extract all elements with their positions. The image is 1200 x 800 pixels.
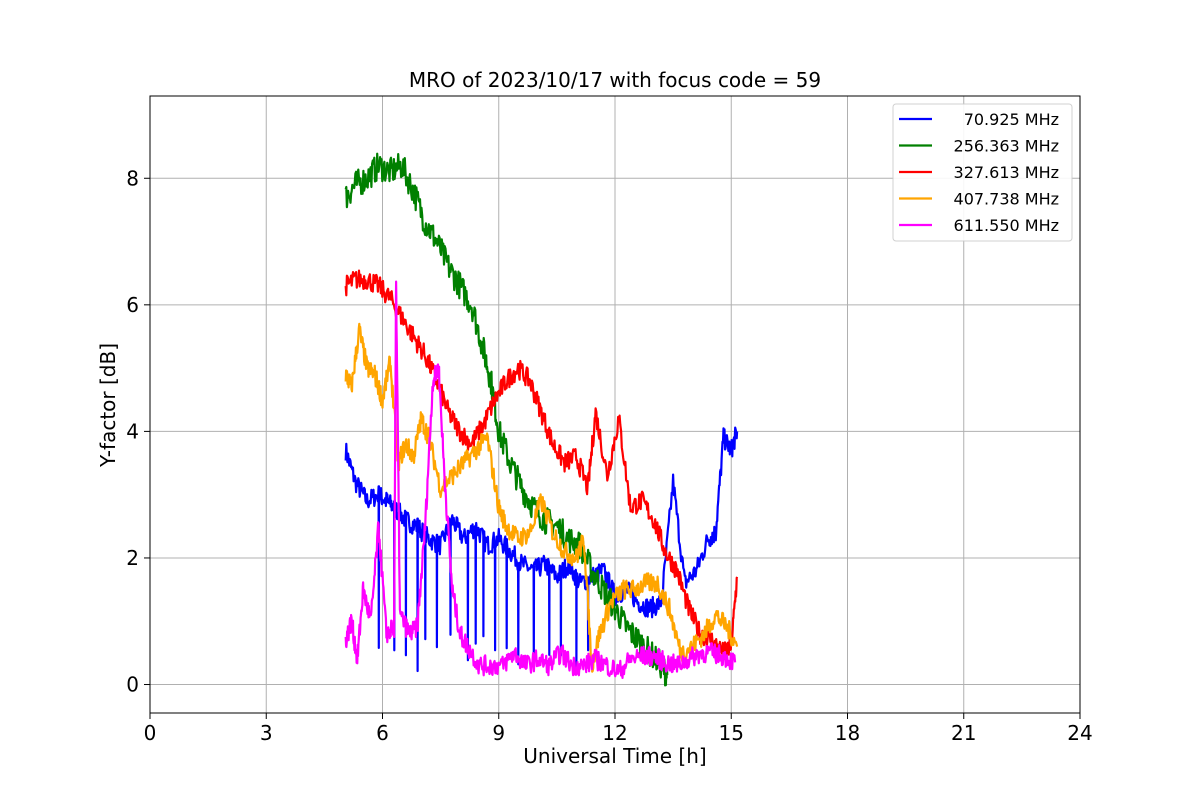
- series-line: [344, 269, 739, 660]
- legend-label: 70.925 MHz: [964, 110, 1059, 129]
- y-tick-label: 8: [126, 166, 139, 190]
- y-tick-label: 2: [126, 546, 139, 570]
- series-line: [344, 322, 739, 673]
- legend-box: [892, 103, 1073, 242]
- x-tick-label: 24: [1067, 721, 1092, 745]
- y-tick-label: 0: [126, 673, 139, 697]
- x-tick-label: 9: [492, 721, 505, 745]
- legend-label: 256.363 MHz: [954, 137, 1059, 156]
- y-axis-label: Y-factor [dB]: [96, 343, 120, 468]
- x-tick-label: 0: [144, 721, 157, 745]
- legend-label: 611.550 MHz: [954, 216, 1059, 235]
- x-axis: 0 3 6 9 12 15 18 21 24: [144, 713, 1093, 745]
- series-layer: [344, 152, 739, 687]
- series-line: [344, 280, 737, 679]
- x-tick-label: 12: [602, 721, 627, 745]
- series-line: [344, 152, 669, 687]
- x-tick-label: 3: [260, 721, 273, 745]
- chart-title: MRO of 2023/10/17 with focus code = 59: [409, 68, 821, 92]
- x-tick-label: 6: [376, 721, 389, 745]
- legend: 70.925 MHz 256.363 MHz 327.613 MHz 407.738 …: [892, 103, 1073, 242]
- legend-label: 327.613 MHz: [954, 163, 1059, 182]
- series-line: [344, 426, 739, 673]
- y-axis: 0 2 4 6 8: [126, 166, 150, 697]
- legend-label: 407.738 MHz: [954, 190, 1059, 209]
- x-axis-label: Universal Time [h]: [523, 744, 706, 768]
- x-tick-label: 15: [719, 721, 744, 745]
- x-tick-label: 21: [951, 721, 976, 745]
- y-tick-label: 6: [126, 293, 139, 317]
- y-tick-label: 4: [126, 419, 139, 443]
- x-tick-label: 18: [835, 721, 860, 745]
